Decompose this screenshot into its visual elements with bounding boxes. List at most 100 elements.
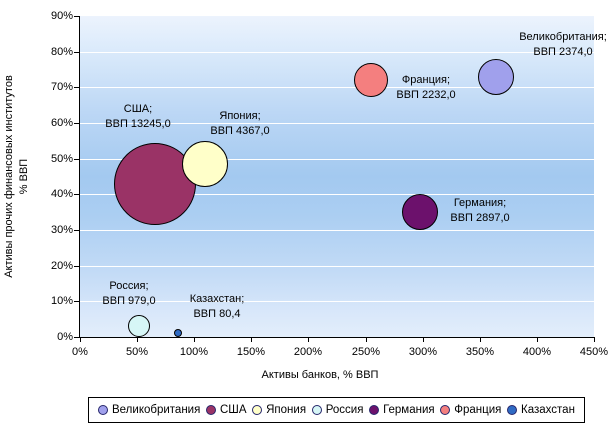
legend-label-japan: Япония xyxy=(266,404,307,416)
y-tick-label-50: 50% xyxy=(50,153,73,165)
y-tick-60 xyxy=(74,123,79,124)
y-axis-title: Активы прочих финансовых институтов % ВВ… xyxy=(2,16,34,337)
bubble-kazakhstan xyxy=(174,329,183,338)
data-label-kazakhstan-line1: Казахстан; xyxy=(189,293,245,305)
legend-marker-germany-icon xyxy=(369,405,380,415)
y-tick-10 xyxy=(74,301,79,302)
y-tick-label-60: 60% xyxy=(50,117,73,129)
y-axis-line xyxy=(79,16,80,338)
data-label-usa-line2: ВВП 13245,0 xyxy=(105,118,171,130)
legend-marker-russia-icon xyxy=(311,405,322,415)
x-tick-0 xyxy=(80,338,81,342)
x-tick-label-150: 150% xyxy=(236,346,266,358)
data-label-russia: Россия; ВВП 979,0 xyxy=(64,279,194,309)
data-label-uk: Великобритания; ВВП 2374,0 xyxy=(498,30,613,60)
data-label-usa-line1: США; xyxy=(123,103,153,115)
gridline-30 xyxy=(80,230,594,231)
legend-label-france: Франция xyxy=(454,404,502,416)
x-tick-200 xyxy=(308,338,309,342)
y-tick-label-40: 40% xyxy=(50,188,73,200)
gridline-80 xyxy=(80,52,594,53)
legend: Великобритания США Япония Россия Германия Фра… xyxy=(88,397,585,423)
gridline-70 xyxy=(80,87,594,88)
x-axis-title: Активы банков, % ВВП xyxy=(261,369,379,381)
x-tick-label-450: 450% xyxy=(579,346,609,358)
x-tick-450 xyxy=(594,338,595,342)
x-tick-250 xyxy=(366,338,367,342)
legend-label-kazakhstan: Казахстан xyxy=(521,404,575,416)
legend-item-germany: Германия xyxy=(369,404,435,416)
plot-area xyxy=(80,16,594,338)
data-label-uk-line2: ВВП 2374,0 xyxy=(533,46,593,58)
gridline-20 xyxy=(80,266,594,267)
legend-item-kazakhstan: Казахстан xyxy=(507,404,575,416)
x-tick-label-350: 350% xyxy=(465,346,495,358)
data-label-kazakhstan: Казахстан; ВВП 80,4 xyxy=(152,292,282,322)
x-tick-label-300: 300% xyxy=(408,346,438,358)
legend-item-usa: США xyxy=(205,404,247,416)
x-tick-100 xyxy=(194,338,195,342)
y-tick-label-90: 90% xyxy=(50,10,73,22)
data-label-france: Франция; ВВП 2232,0 xyxy=(361,73,491,103)
legend-marker-usa-icon xyxy=(205,405,216,415)
y-tick-label-10: 10% xyxy=(50,295,73,307)
x-tick-label-0: 0% xyxy=(72,346,88,358)
data-label-germany-line1: Германия; xyxy=(453,197,507,209)
y-tick-label-30: 30% xyxy=(50,224,73,236)
x-tick-300 xyxy=(423,338,424,342)
y-tick-30 xyxy=(74,230,79,231)
legend-label-usa: США xyxy=(219,404,247,416)
bubble-uk xyxy=(477,58,514,95)
y-tick-50 xyxy=(74,159,79,160)
legend-label-uk: Великобритания xyxy=(112,404,201,416)
legend-marker-france-icon xyxy=(440,405,451,415)
gridline-40 xyxy=(80,194,594,195)
bubble-germany xyxy=(402,194,439,231)
y-tick-0 xyxy=(74,337,79,338)
legend-label-russia: Россия xyxy=(325,404,364,416)
legend-item-uk: Великобритания xyxy=(98,404,200,416)
x-tick-50 xyxy=(137,338,138,342)
y-tick-40 xyxy=(74,194,79,195)
y-tick-90 xyxy=(74,16,79,17)
bubble-france xyxy=(354,63,389,98)
y-tick-label-20: 20% xyxy=(50,260,73,272)
legend-marker-japan-icon xyxy=(252,405,263,415)
y-tick-label-70: 70% xyxy=(50,81,73,93)
data-label-japan-line2: ВВП 4367,0 xyxy=(210,125,270,137)
x-tick-350 xyxy=(480,338,481,342)
data-label-germany-line2: ВВП 2897,0 xyxy=(450,212,510,224)
data-label-japan-line1: Япония; xyxy=(219,110,261,122)
y-axis-title-line1: Активы прочих финансовых институтов xyxy=(3,75,15,278)
bubble-japan xyxy=(181,141,228,187)
gridline-60 xyxy=(80,123,594,124)
data-label-france-line2: ВВП 2232,0 xyxy=(396,89,456,101)
y-tick-20 xyxy=(74,266,79,267)
y-tick-label-0: 0% xyxy=(57,331,73,343)
gridline-50 xyxy=(80,159,594,160)
data-label-france-line1: Франция; xyxy=(401,74,451,86)
legend-marker-kazakhstan-icon xyxy=(507,405,518,415)
legend-label-germany: Германия xyxy=(383,404,435,416)
data-label-kazakhstan-line2: ВВП 80,4 xyxy=(193,308,241,320)
legend-marker-uk-icon xyxy=(98,405,108,415)
data-label-germany: Германия; ВВП 2897,0 xyxy=(415,196,545,226)
data-label-russia-line2: ВВП 979,0 xyxy=(102,295,156,307)
y-tick-80 xyxy=(74,52,79,53)
y-tick-70 xyxy=(74,87,79,88)
data-label-uk-line1: Великобритания; xyxy=(519,31,607,43)
data-label-usa: США; ВВП 13245,0 xyxy=(73,102,203,132)
x-tick-label-100: 100% xyxy=(179,346,209,358)
x-tick-label-250: 250% xyxy=(351,346,381,358)
data-label-japan: Япония; ВВП 4367,0 xyxy=(175,109,305,139)
bubble-russia xyxy=(128,315,151,338)
x-tick-label-50: 50% xyxy=(125,346,149,358)
y-axis-title-line2: % ВВП xyxy=(18,158,30,195)
x-axis-line xyxy=(79,337,595,338)
data-label-russia-line1: Россия; xyxy=(109,280,149,292)
x-tick-label-200: 200% xyxy=(293,346,323,358)
y-tick-label-80: 80% xyxy=(50,46,73,58)
legend-item-france: Франция xyxy=(440,404,501,416)
